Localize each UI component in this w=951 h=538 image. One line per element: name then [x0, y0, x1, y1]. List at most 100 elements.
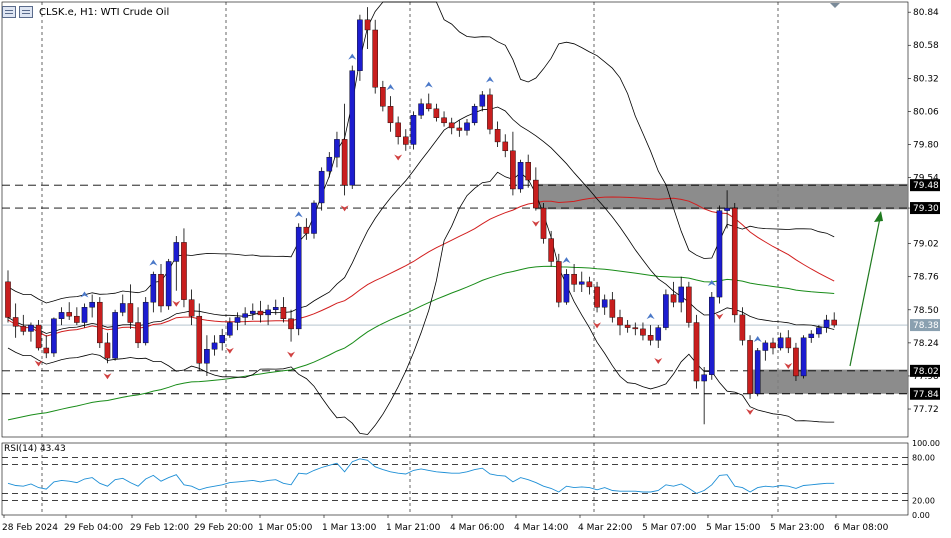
bearish-candle[interactable] — [135, 322, 141, 344]
bearish-candle[interactable] — [43, 347, 50, 354]
bullish-candle[interactable] — [716, 210, 723, 298]
bearish-candle[interactable] — [556, 261, 562, 303]
bearish-candle[interactable] — [403, 136, 409, 145]
bullish-candle[interactable] — [800, 337, 807, 377]
bearish-candle[interactable] — [670, 294, 677, 303]
bearish-candle[interactable] — [395, 122, 401, 138]
bullish-candle[interactable] — [471, 106, 478, 124]
bearish-candle[interactable] — [127, 303, 134, 323]
bullish-candle[interactable] — [578, 281, 585, 285]
bearish-candle[interactable] — [456, 127, 463, 131]
bullish-candle[interactable] — [204, 349, 210, 364]
bearish-candle[interactable] — [280, 307, 287, 319]
bullish-candle[interactable] — [150, 273, 157, 303]
bearish-candle[interactable] — [74, 315, 80, 323]
bullish-candle[interactable] — [754, 350, 761, 394]
bullish-candle[interactable] — [318, 170, 325, 204]
bullish-candle[interactable] — [816, 327, 822, 335]
bearish-candle[interactable] — [96, 301, 103, 344]
bearish-candle[interactable] — [540, 207, 547, 239]
bearish-candle[interactable] — [288, 318, 294, 330]
chart-list-icon[interactable] — [2, 6, 16, 18]
bullish-candle[interactable] — [701, 374, 707, 382]
bearish-candle[interactable] — [494, 128, 501, 143]
bullish-candle[interactable] — [357, 19, 363, 71]
bullish-candle[interactable] — [517, 162, 524, 190]
bullish-candle[interactable] — [81, 307, 88, 323]
bullish-candle[interactable] — [119, 303, 126, 313]
bullish-candle[interactable] — [663, 294, 669, 328]
bearish-candle[interactable] — [387, 106, 394, 124]
bullish-candle[interactable] — [173, 242, 180, 262]
bullish-candle[interactable] — [563, 273, 570, 303]
bearish-candle[interactable] — [372, 29, 379, 88]
bearish-candle[interactable] — [35, 324, 42, 349]
bullish-candle[interactable] — [349, 70, 356, 186]
bullish-candle[interactable] — [242, 313, 248, 318]
bullish-candle[interactable] — [211, 342, 218, 350]
bearish-candle[interactable] — [686, 286, 692, 323]
bearish-candle[interactable] — [731, 207, 738, 316]
bearish-candle[interactable] — [510, 150, 516, 190]
bullish-candle[interactable] — [165, 261, 172, 307]
bearish-candle[interactable] — [196, 315, 203, 364]
bearish-candle[interactable] — [632, 327, 639, 330]
bearish-candle[interactable] — [640, 328, 646, 336]
bearish-candle[interactable] — [525, 162, 531, 181]
bullish-candle[interactable] — [112, 312, 118, 359]
bearish-candle[interactable] — [647, 335, 654, 341]
bearish-candle[interactable] — [433, 108, 440, 118]
bearish-candle[interactable] — [12, 317, 19, 327]
bullish-candle[interactable] — [219, 335, 226, 344]
bearish-candle[interactable] — [66, 312, 72, 317]
bearish-candle[interactable] — [594, 286, 600, 308]
bearish-candle[interactable] — [571, 273, 577, 285]
bearish-candle[interactable] — [533, 179, 539, 209]
bearish-candle[interactable] — [341, 139, 348, 186]
bearish-candle[interactable] — [502, 141, 509, 152]
bearish-candle[interactable] — [624, 324, 631, 328]
bullish-candle[interactable] — [58, 312, 65, 319]
bullish-candle[interactable] — [479, 94, 486, 107]
bullish-candle[interactable] — [678, 286, 684, 303]
bullish-candle[interactable] — [265, 309, 271, 316]
bearish-candle[interactable] — [20, 326, 27, 332]
bearish-candle[interactable] — [441, 117, 447, 124]
bullish-candle[interactable] — [410, 115, 417, 145]
bearish-candle[interactable] — [609, 299, 616, 318]
bullish-candle[interactable] — [601, 299, 608, 308]
bullish-candle[interactable] — [655, 327, 662, 341]
bullish-candle[interactable] — [709, 296, 715, 375]
bearish-candle[interactable] — [181, 242, 187, 300]
bearish-candle[interactable] — [793, 347, 799, 377]
bullish-candle[interactable] — [249, 310, 256, 314]
bearish-candle[interactable] — [739, 314, 746, 341]
bearish-candle[interactable] — [586, 281, 593, 288]
bullish-candle[interactable] — [28, 324, 34, 332]
bullish-candle[interactable] — [724, 207, 730, 211]
bearish-candle[interactable] — [104, 342, 111, 359]
bearish-candle[interactable] — [425, 103, 432, 110]
bearish-candle[interactable] — [487, 94, 493, 130]
bullish-candle[interactable] — [234, 317, 241, 323]
bearish-candle[interactable] — [617, 317, 623, 326]
bullish-candle[interactable] — [51, 318, 57, 354]
bearish-candle[interactable] — [5, 281, 11, 318]
bullish-candle[interactable] — [823, 319, 830, 328]
bearish-candle[interactable] — [158, 273, 164, 307]
bearish-candle[interactable] — [548, 238, 554, 262]
bullish-candle[interactable] — [808, 333, 815, 338]
bearish-candle[interactable] — [380, 87, 386, 107]
bearish-candle[interactable] — [188, 299, 195, 317]
bullish-candle[interactable] — [464, 122, 470, 131]
bullish-candle[interactable] — [418, 103, 424, 116]
bearish-candle[interactable] — [303, 226, 310, 234]
bearish-candle[interactable] — [747, 340, 753, 394]
bearish-candle[interactable] — [693, 322, 700, 382]
bullish-candle[interactable] — [89, 301, 95, 308]
bullish-candle[interactable] — [227, 322, 233, 336]
bearish-candle[interactable] — [785, 337, 792, 349]
bullish-candle[interactable] — [326, 156, 333, 172]
bullish-candle[interactable] — [762, 342, 769, 351]
